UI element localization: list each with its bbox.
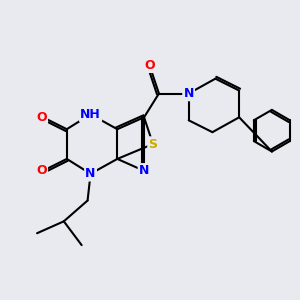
Text: N: N xyxy=(85,167,96,180)
Text: O: O xyxy=(36,164,47,177)
Text: S: S xyxy=(148,138,158,151)
Text: N: N xyxy=(139,164,149,177)
Text: O: O xyxy=(145,59,155,72)
Text: N: N xyxy=(184,87,194,100)
Text: NH: NH xyxy=(80,108,101,121)
Text: O: O xyxy=(36,111,47,124)
